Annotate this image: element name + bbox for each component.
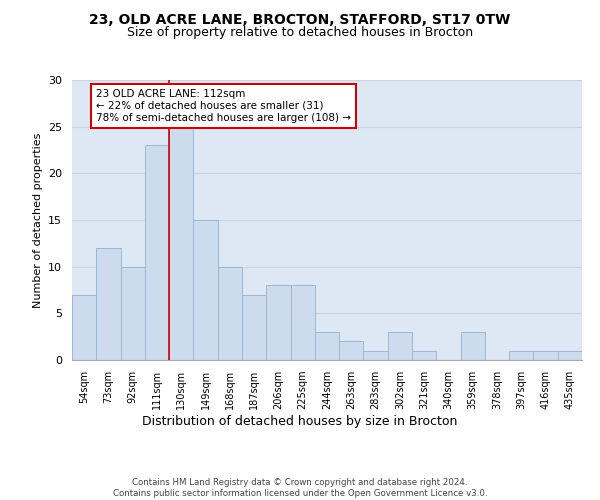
- Bar: [461, 332, 485, 360]
- Text: Contains HM Land Registry data © Crown copyright and database right 2024.
Contai: Contains HM Land Registry data © Crown c…: [113, 478, 487, 498]
- Bar: [339, 342, 364, 360]
- Bar: [315, 332, 339, 360]
- Text: 23, OLD ACRE LANE, BROCTON, STAFFORD, ST17 0TW: 23, OLD ACRE LANE, BROCTON, STAFFORD, ST…: [89, 12, 511, 26]
- Bar: [290, 286, 315, 360]
- Text: 23 OLD ACRE LANE: 112sqm
← 22% of detached houses are smaller (31)
78% of semi-d: 23 OLD ACRE LANE: 112sqm ← 22% of detach…: [96, 90, 351, 122]
- Bar: [509, 350, 533, 360]
- Bar: [412, 350, 436, 360]
- Bar: [218, 266, 242, 360]
- Bar: [266, 286, 290, 360]
- Bar: [193, 220, 218, 360]
- Bar: [145, 146, 169, 360]
- Bar: [558, 350, 582, 360]
- Bar: [364, 350, 388, 360]
- Text: Distribution of detached houses by size in Brocton: Distribution of detached houses by size …: [142, 415, 458, 428]
- Bar: [96, 248, 121, 360]
- Text: Size of property relative to detached houses in Brocton: Size of property relative to detached ho…: [127, 26, 473, 39]
- Bar: [242, 294, 266, 360]
- Y-axis label: Number of detached properties: Number of detached properties: [32, 132, 43, 308]
- Bar: [169, 126, 193, 360]
- Bar: [388, 332, 412, 360]
- Bar: [121, 266, 145, 360]
- Bar: [533, 350, 558, 360]
- Bar: [72, 294, 96, 360]
